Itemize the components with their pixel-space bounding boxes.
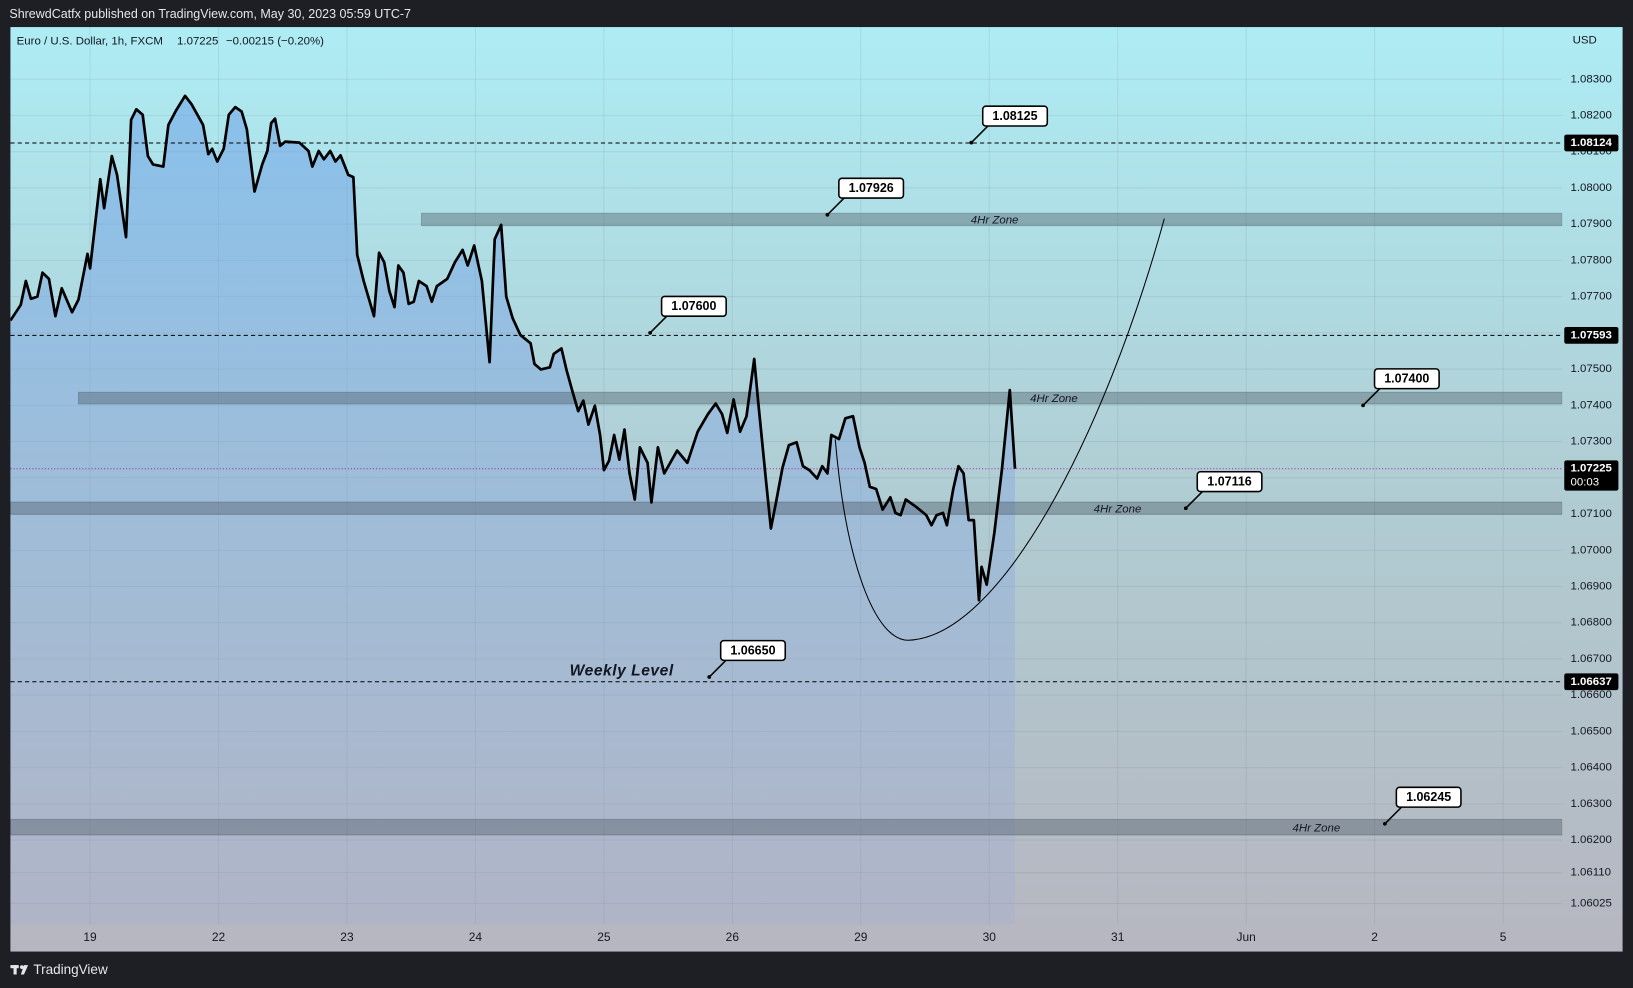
x-tick-label: 31 bbox=[1111, 930, 1125, 944]
callout-pointer bbox=[1185, 490, 1204, 509]
callout-box bbox=[1395, 786, 1462, 808]
y-tick-label: 1.07400 bbox=[1571, 399, 1612, 411]
price-box bbox=[1564, 460, 1619, 491]
annotation: Weekly Level bbox=[570, 663, 674, 680]
y-tick-label: 1.06700 bbox=[1571, 653, 1612, 665]
y-tick-label: 1.07800 bbox=[1571, 254, 1612, 266]
y-tick-label: 1.06500 bbox=[1571, 725, 1612, 737]
y-tick-label: 1.07900 bbox=[1571, 218, 1612, 230]
callout-anchor bbox=[969, 140, 974, 145]
currency: USD bbox=[1573, 35, 1597, 47]
x-tick-label: 23 bbox=[340, 930, 354, 944]
y-tick-label: 1.08000 bbox=[1571, 182, 1612, 194]
callout-anchor bbox=[1183, 506, 1188, 511]
callout-pointer bbox=[649, 315, 668, 334]
change: −0.00215 (−0.20%) bbox=[226, 36, 324, 48]
callout-pointer bbox=[970, 125, 989, 144]
level-box bbox=[1564, 327, 1619, 344]
x-tick-label: 24 bbox=[469, 930, 483, 944]
callout-anchor bbox=[825, 212, 830, 217]
callout-pointer bbox=[1362, 388, 1381, 406]
y-tick-label: 1.08100 bbox=[1571, 146, 1612, 158]
y-tick-label: 1.07100 bbox=[1571, 508, 1612, 520]
level-label: 1.07593 bbox=[1571, 329, 1612, 341]
zone bbox=[77, 391, 1563, 405]
callout-box bbox=[981, 105, 1049, 127]
level-label: 1.08124 bbox=[1571, 137, 1613, 149]
callout-pointer bbox=[1384, 806, 1403, 825]
price-label: 1.07225 bbox=[1571, 463, 1613, 475]
zone-label: 4Hr Zone bbox=[971, 215, 1019, 227]
x-tick-label: Jun bbox=[1237, 930, 1256, 944]
y-tick-label: 1.08300 bbox=[1571, 73, 1612, 85]
callout-box bbox=[660, 295, 727, 317]
price-line bbox=[10, 94, 1017, 602]
symbol: Euro / U.S. Dollar, 1h, FXCM bbox=[17, 36, 163, 48]
y-tick-label: 1.07000 bbox=[1571, 544, 1612, 556]
zone-label: 4Hr Zone bbox=[1094, 503, 1142, 515]
y-tick-label: 1.08200 bbox=[1571, 110, 1612, 122]
y-tick-label: 1.06200 bbox=[1571, 834, 1612, 846]
y-tick-label: 1.07500 bbox=[1571, 363, 1612, 375]
y-tick-label: 1.06600 bbox=[1571, 689, 1612, 701]
x-tick-label: 2 bbox=[1371, 930, 1378, 944]
callout-anchor bbox=[648, 330, 653, 335]
zone bbox=[420, 212, 1563, 227]
zone bbox=[10, 818, 1563, 836]
callout-box bbox=[838, 177, 905, 199]
callout-anchor bbox=[707, 675, 712, 679]
y-tick-label: 1.06110 bbox=[1571, 867, 1612, 879]
x-tick-label: 26 bbox=[726, 930, 740, 944]
last-price: 1.07225 bbox=[177, 36, 218, 48]
brand-logo bbox=[10, 965, 29, 975]
x-tick-label: 25 bbox=[597, 930, 611, 944]
y-tick-label: 1.06300 bbox=[1571, 798, 1612, 810]
callout-label: 1.08125 bbox=[992, 109, 1037, 123]
callout-label: 1.07116 bbox=[1207, 474, 1252, 488]
y-tick-label: 1.06400 bbox=[1571, 762, 1612, 774]
callout-box bbox=[1196, 470, 1263, 493]
callout-anchor bbox=[1383, 821, 1387, 826]
callout-pointer bbox=[708, 659, 727, 678]
y-tick-label: 1.07700 bbox=[1571, 291, 1612, 303]
callout-box bbox=[1373, 368, 1440, 390]
x-tick-label: 19 bbox=[83, 930, 97, 944]
publisher: ShrewdCatfx published on TradingView.com… bbox=[9, 7, 411, 21]
y-tick-label: 1.06900 bbox=[1571, 580, 1612, 592]
x-tick-label: 29 bbox=[854, 930, 868, 944]
x-tick-label: 22 bbox=[212, 930, 226, 944]
zone-label: 4Hr Zone bbox=[1293, 822, 1341, 834]
x-tick-label: 5 bbox=[1500, 930, 1507, 944]
callout-pointer bbox=[826, 197, 845, 216]
callout-label: 1.06650 bbox=[730, 643, 775, 657]
callout-label: 1.06245 bbox=[1406, 790, 1451, 804]
y-tick-label: 1.06800 bbox=[1571, 617, 1612, 629]
y-tick-label: 1.06025 bbox=[1571, 898, 1612, 910]
callout-box bbox=[719, 639, 787, 662]
callout-label: 1.07926 bbox=[849, 181, 894, 195]
level-label: 1.06637 bbox=[1571, 676, 1612, 688]
callout-label: 1.07600 bbox=[671, 299, 716, 313]
y-tick-label: 1.07300 bbox=[1571, 436, 1612, 448]
countdown: 00:03 bbox=[1571, 476, 1600, 488]
price-area bbox=[10, 95, 1016, 925]
zone bbox=[10, 501, 1563, 515]
brand: TradingView bbox=[33, 962, 108, 977]
callout-label: 1.07400 bbox=[1384, 372, 1429, 386]
x-tick-label: 30 bbox=[983, 930, 997, 944]
level-box bbox=[1564, 134, 1619, 152]
zone-label: 4Hr Zone bbox=[1030, 393, 1078, 405]
callout-anchor bbox=[1361, 403, 1365, 408]
projection-curve bbox=[834, 218, 1165, 641]
level-box bbox=[1564, 673, 1619, 691]
